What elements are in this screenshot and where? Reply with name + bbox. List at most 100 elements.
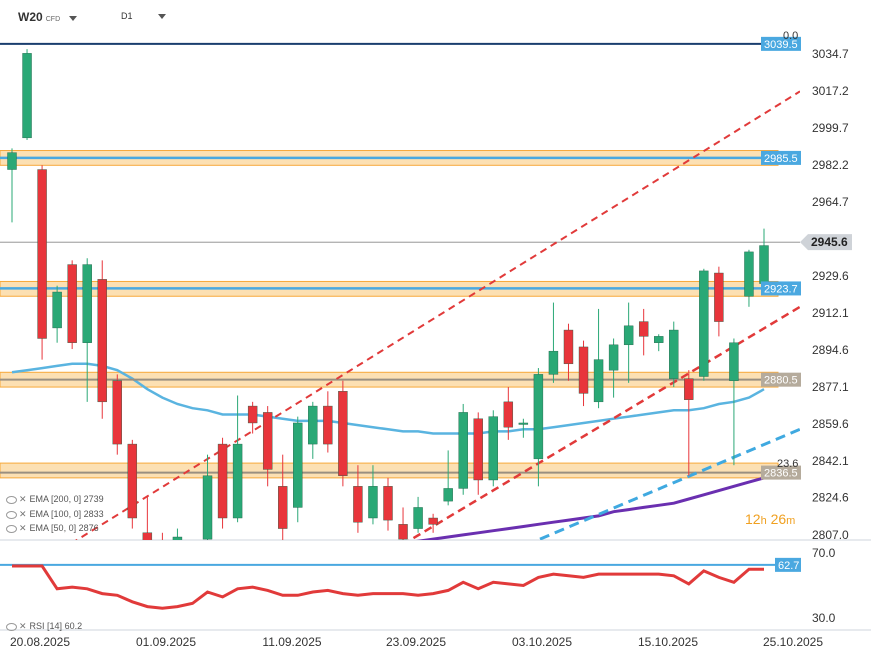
candle-body [623,325,634,346]
close-icon[interactable]: ✕ [19,494,27,504]
candle-body [278,486,288,529]
candle-body [744,251,754,297]
rsi-level-badge [775,557,801,572]
candle-body [608,344,619,371]
candle-body [563,329,574,365]
rsi-label: RSI [14] 60.2 [29,621,83,631]
rsi-tick-label: 30.0 [812,611,836,625]
y-tick-label: 2982.2 [812,158,849,172]
timeframe-selector[interactable]: D1 [121,10,166,22]
candle-body [247,405,258,424]
candle-body [232,443,243,519]
candle-body [488,416,498,481]
candle-body [699,270,709,377]
candle-body [533,374,544,460]
candle-body [714,272,724,322]
candle-body [188,560,197,581]
candle-body [22,53,32,139]
y-tick-label: 2964.7 [812,195,849,209]
candle-body [82,264,92,343]
price-badge-label: 2923.7 [764,283,798,295]
candle-body [638,321,649,337]
candle-body [7,152,17,170]
x-tick-label: 25.10.2025 [763,635,823,649]
indicator-rsi[interactable]: ✕ RSI [14] 60.2 [6,621,82,632]
candle-body [127,443,138,519]
price-badge [761,281,801,296]
candle-body [684,378,694,400]
candle-body [548,350,559,375]
candle-body [593,359,604,403]
x-tick-label: 20.08.2025 [10,635,70,649]
price-plot [0,42,800,581]
candle-body [759,245,769,284]
eye-icon[interactable] [6,622,17,631]
ema100-line [415,476,765,540]
price-badge-label: 2985.5 [764,153,798,165]
price-badge [761,465,801,480]
candle-body [67,264,77,343]
y-tick-label: 2824.6 [812,491,849,505]
candle-body [353,486,363,523]
indicator-ema200[interactable]: ✕ EMA [200, 0] 2739 [6,494,104,505]
candle-body [217,443,228,519]
indicator-label: EMA [100, 0] 2833 [29,509,104,519]
price-badge-label: 2836.5 [764,468,798,480]
x-tick-label: 03.10.2025 [512,635,572,649]
candle-body [473,418,483,481]
candle-body [52,291,62,329]
candle-body [172,536,183,540]
ema50-line [11,362,765,435]
x-tick-label: 23.09.2025 [386,635,446,649]
candle-body [654,336,664,343]
rsi-level-label: 62.7 [778,560,799,572]
rsi-line [12,564,764,610]
close-icon[interactable]: ✕ [19,523,27,533]
candle-body [398,524,408,540]
candle-body [262,412,273,470]
candle-body [308,405,318,445]
symbol-selector[interactable]: W20 CFD [18,10,78,24]
indicator-ema100[interactable]: ✕ EMA [100, 0] 2833 [6,509,104,520]
close-icon[interactable]: ✕ [19,509,27,519]
rsi-tick-label: 70.0 [812,546,836,560]
x-tick-label: 01.09.2025 [136,635,196,649]
candle-body [323,405,333,445]
candle-body [669,329,679,379]
candle-body [293,422,303,508]
close-icon[interactable]: ✕ [19,621,27,631]
zone-label: 23.6 [777,458,798,470]
candle-body [158,550,167,571]
price-badge-label: 2880.5 [764,375,798,387]
y-tick-label: 2842.1 [812,454,849,468]
candle-body [413,507,423,529]
candle-body [443,488,453,502]
candle-body [458,412,468,489]
candle-body [368,486,378,519]
candle-body [112,380,122,445]
candle-body [729,342,739,381]
y-tick-label: 2894.6 [812,343,849,357]
indicator-label: EMA [50, 0] 2876 [29,523,99,533]
candle-body [142,532,153,540]
eye-icon[interactable] [6,524,17,533]
current-price-label: 2945.6 [811,235,848,249]
x-tick-label: 11.09.2025 [262,635,321,649]
eye-icon[interactable] [6,495,17,504]
candle-countdown: 12h 26m [745,511,796,527]
y-tick-label: 2859.6 [812,417,849,431]
y-tick-label: 2912.1 [812,306,849,320]
indicator-ema50[interactable]: ✕ EMA [50, 0] 2876 [6,523,99,534]
chevron-down-icon [157,13,166,19]
candle-body [578,346,589,394]
x-tick-label: 15.10.2025 [638,635,698,649]
y-tick-label: 2929.6 [812,269,849,283]
y-tick-label: 2999.7 [812,121,849,135]
eye-icon[interactable] [6,510,17,519]
candle-body [383,486,393,521]
indicator-label: EMA [200, 0] 2739 [29,494,104,504]
trend-line-upper [74,90,800,540]
price-badge [761,36,801,51]
candle-body [503,401,514,428]
